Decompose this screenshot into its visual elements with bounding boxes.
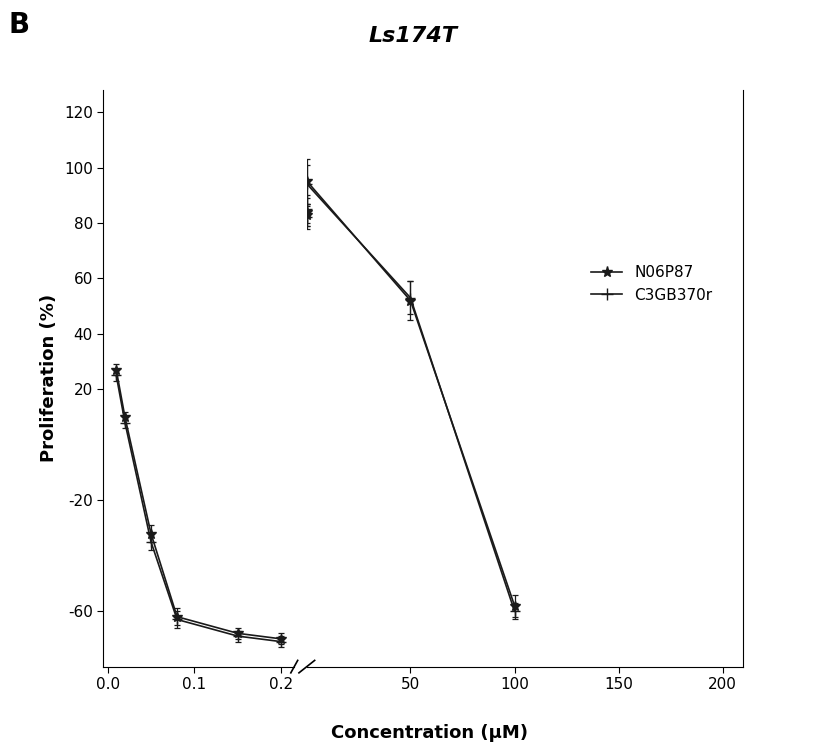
Legend: N06P87, C3GB370r: N06P87, C3GB370r <box>585 259 719 309</box>
Text: B: B <box>8 11 30 39</box>
Y-axis label: Proliferation (%): Proliferation (%) <box>40 294 59 462</box>
Text: Ls174T: Ls174T <box>368 26 458 46</box>
Text: Concentration (μM): Concentration (μM) <box>331 724 528 742</box>
